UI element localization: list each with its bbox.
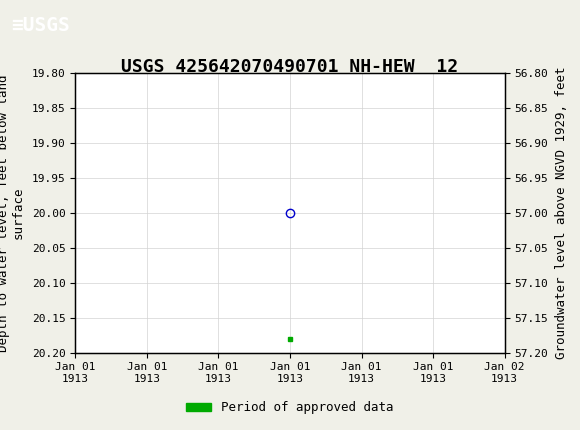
Text: ≡USGS: ≡USGS [12, 16, 70, 35]
Legend: Period of approved data: Period of approved data [181, 396, 399, 419]
Y-axis label: Groundwater level above NGVD 1929, feet: Groundwater level above NGVD 1929, feet [555, 67, 568, 359]
Text: USGS 425642070490701 NH-HEW  12: USGS 425642070490701 NH-HEW 12 [121, 58, 459, 76]
Y-axis label: Depth to water level, feet below land
surface: Depth to water level, feet below land su… [0, 74, 25, 352]
